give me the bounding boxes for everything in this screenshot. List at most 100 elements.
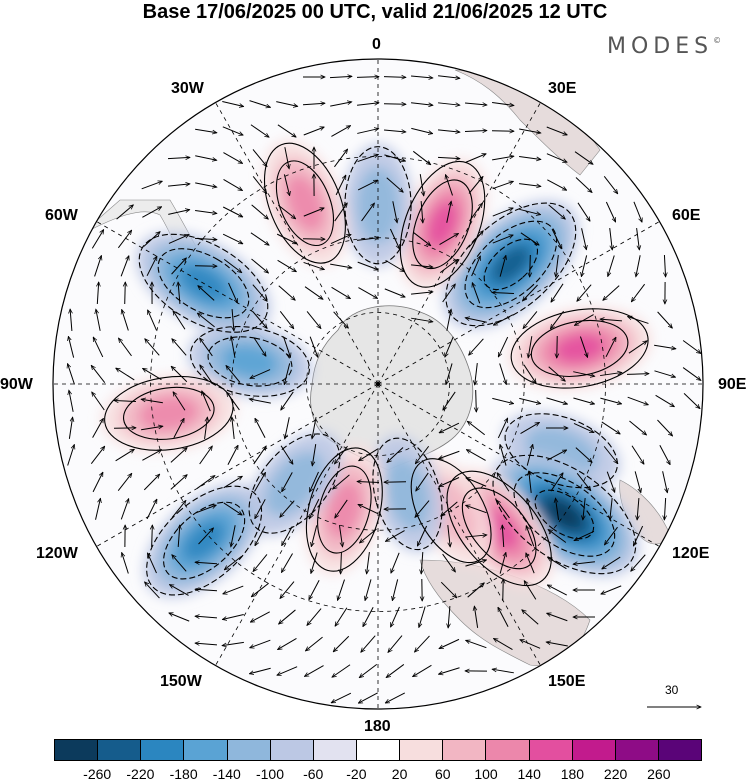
wind-arrow: [311, 552, 318, 573]
anomaly-contour: [372, 437, 443, 551]
wind-arrow: [116, 205, 134, 220]
meridian: [377, 383, 660, 547]
wind-arrow: [439, 233, 459, 246]
wind-arrow: [359, 663, 378, 677]
lon-label-90w: 90W: [0, 376, 33, 393]
wind-arrow: [519, 183, 541, 187]
anomaly-fill: [554, 333, 605, 363]
wind-arrow: [252, 311, 267, 329]
wind-arrow: [437, 157, 460, 158]
wind-arrow: [416, 472, 429, 491]
wind-arrow: [70, 309, 72, 332]
wind-arrow: [467, 421, 485, 436]
wind-arrow: [439, 422, 460, 434]
wind-arrow: [383, 104, 406, 105]
wind-arrow: [682, 367, 701, 381]
wind-arrow: [389, 228, 401, 249]
wind-arrow: [69, 390, 74, 412]
wind-arrow: [284, 363, 291, 384]
wind-arrow: [492, 181, 514, 190]
wind-arrow: [122, 553, 129, 574]
wind-arrow: [249, 100, 271, 108]
wind-arrow: [198, 528, 214, 545]
wind-arrow: [357, 482, 380, 483]
wind-arrow: [277, 259, 297, 271]
wind-arrow: [438, 102, 460, 105]
wind-arrow: [574, 314, 594, 326]
wind-arrow: [547, 449, 566, 461]
wind-arrow: [222, 233, 243, 245]
wind-arrow: [251, 204, 269, 219]
wind-arrow: [440, 581, 456, 598]
wind-arrow: [634, 471, 641, 492]
wind-arrow: [357, 261, 379, 270]
wind-arrow: [556, 255, 559, 277]
wind-arrow: [303, 208, 324, 217]
wind-arrow: [250, 369, 271, 379]
colorbar-tick-label: -60: [303, 766, 324, 782]
wind-arrow: [143, 368, 162, 381]
wind-arrow: [195, 505, 217, 514]
wind-arrow: [386, 664, 405, 677]
wind-arrow: [500, 444, 507, 466]
latitude-circle: [306, 312, 450, 456]
wind-arrow: [68, 336, 75, 358]
wind-arrow: [178, 282, 180, 305]
wind-arrow: [446, 363, 453, 384]
wind-arrow: [601, 585, 622, 594]
wind-arrow: [547, 584, 567, 596]
wind-arrow: [253, 554, 268, 571]
wind-arrow: [390, 606, 400, 627]
wind-arrow: [168, 184, 190, 187]
meridian: [215, 383, 379, 666]
lon-label-150e: 150E: [548, 673, 586, 690]
modes-logo: MODES©: [607, 34, 722, 59]
colorbar-swatch: [400, 740, 444, 760]
colorbar-tick-label: 20: [391, 766, 408, 782]
colorbar-tick-label: 180: [560, 766, 585, 782]
wind-arrow: [411, 292, 433, 294]
lon-label-120e: 120E: [672, 545, 710, 562]
wind-arrow: [331, 692, 352, 704]
wind-arrow: [195, 643, 218, 645]
wind-arrow: [228, 282, 238, 303]
wind-arrow: [277, 124, 296, 137]
colorbar-swatch: [529, 740, 573, 760]
wind-arrow: [195, 616, 218, 618]
wind-arrow: [92, 418, 104, 438]
wind-arrow: [392, 201, 397, 223]
wind-arrow: [448, 605, 450, 628]
wind-arrow: [142, 207, 161, 218]
wind-arrow: [283, 336, 290, 358]
wind-arrow: [546, 397, 567, 404]
wind-arrow: [196, 476, 215, 489]
wind-arrow: [223, 178, 243, 190]
wind-arrow: [603, 175, 617, 193]
wind-arrow: [168, 234, 189, 244]
wind-arrow: [358, 287, 377, 299]
wind-arrow: [627, 396, 649, 405]
wind-arrow: [96, 309, 101, 331]
wind-arrow: [388, 635, 403, 653]
wind-arrow: [474, 606, 479, 628]
anomaly-contour: [104, 375, 234, 451]
wind-arrow: [171, 366, 188, 383]
wind-arrow: [145, 582, 160, 599]
wind-arrow: [555, 498, 560, 520]
wind-arrow: [492, 397, 513, 403]
wind-arrow: [392, 579, 399, 600]
wind-arrow: [465, 535, 487, 537]
wind-arrow: [254, 499, 266, 518]
wind-arrow: [285, 417, 290, 439]
wind-arrow: [628, 341, 647, 354]
wind-arrow: [412, 231, 430, 245]
wind-arrow: [573, 422, 594, 434]
wind-arrow: [95, 498, 101, 520]
wind-arrow: [330, 102, 352, 107]
wind-arrow: [528, 336, 533, 358]
wind-arrow: [499, 363, 507, 385]
wind-arrow: [91, 365, 106, 383]
wind-arrow: [600, 397, 621, 404]
wind-arrow: [357, 103, 379, 106]
anomaly-fill: [427, 201, 458, 248]
